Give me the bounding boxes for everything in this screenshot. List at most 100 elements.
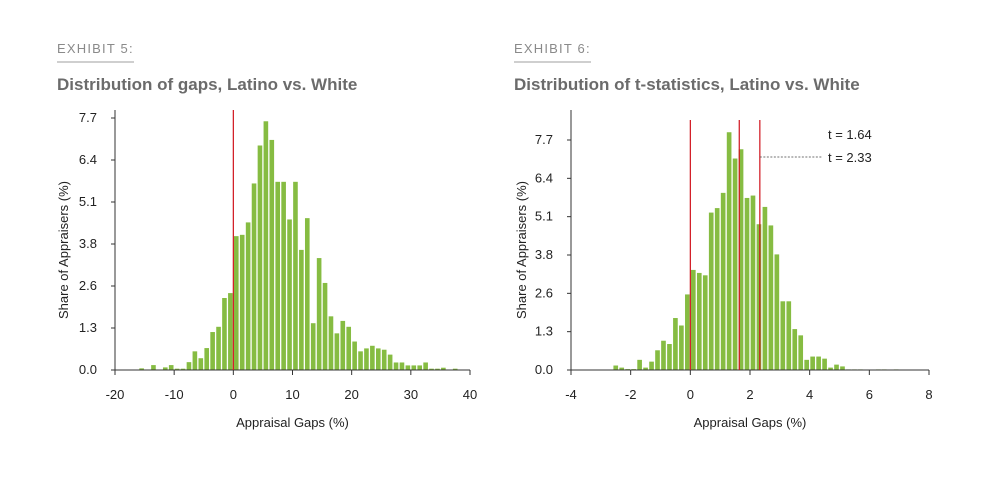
histogram-bar	[399, 362, 405, 370]
histogram-bar	[750, 195, 756, 370]
y-tick-label: 1.3	[79, 320, 97, 335]
x-tick-label: 6	[866, 387, 873, 402]
x-tick-label: 20	[344, 387, 358, 402]
x-tick-label: 0	[230, 387, 237, 402]
histogram-bar	[174, 368, 180, 370]
y-axis-label: Share of Appraisers (%)	[56, 181, 71, 319]
histogram-bar	[762, 206, 768, 370]
histogram-bar	[774, 254, 780, 370]
y-tick-label: 3.8	[79, 236, 97, 251]
histogram-bar	[251, 183, 257, 370]
histogram-bar	[417, 365, 423, 370]
y-tick-label: 6.4	[535, 170, 553, 185]
histogram-bar	[816, 356, 821, 370]
histogram-bar	[726, 132, 732, 370]
histogram-bar	[151, 365, 156, 370]
y-tick-label: 1.3	[535, 324, 553, 339]
histogram-bar	[840, 366, 845, 370]
y-tick-label: 7.7	[79, 110, 97, 125]
histogram-bar	[744, 197, 750, 370]
histogram-bar	[780, 301, 786, 370]
histogram-bar	[358, 351, 363, 370]
y-tick-label: 6.4	[79, 152, 97, 167]
histogram-bar	[798, 335, 804, 370]
histogram-bar	[304, 218, 310, 370]
histogram-bar	[643, 367, 648, 370]
histogram-bar	[720, 192, 726, 370]
histogram-bar	[810, 356, 815, 370]
histogram-bar	[364, 348, 369, 370]
y-tick-label: 2.6	[79, 278, 97, 293]
histogram-bar	[263, 121, 269, 370]
x-tick-label: 8	[925, 387, 932, 402]
histogram-bar	[139, 368, 144, 370]
histogram-bar	[393, 362, 399, 370]
histogram-bar	[180, 368, 186, 370]
histogram-bar	[667, 344, 672, 370]
histogram-bar	[186, 362, 192, 370]
histogram-bar	[328, 316, 334, 370]
x-axis-label: Appraisal Gaps (%)	[694, 415, 807, 430]
histogram-bar	[834, 364, 839, 370]
x-tick-label: -20	[106, 387, 125, 402]
x-tick-label: 0	[687, 387, 694, 402]
histogram-bar	[216, 326, 221, 370]
x-tick-label: -2	[625, 387, 637, 402]
histogram-bar	[204, 348, 210, 370]
histogram-bar	[708, 212, 714, 370]
histogram-bar	[387, 354, 393, 370]
histogram-bar	[310, 323, 316, 370]
histogram-bar	[441, 367, 446, 370]
histogram-bar	[756, 224, 762, 370]
histogram-bar	[352, 341, 357, 370]
x-axis-label: Appraisal Gaps (%)	[236, 415, 349, 430]
histogram-bar	[690, 269, 696, 370]
y-tick-label: 3.8	[535, 247, 553, 262]
histogram-bar	[786, 301, 792, 370]
histogram-bar	[370, 345, 375, 370]
x-tick-label: 30	[404, 387, 418, 402]
x-tick-label: -4	[565, 387, 577, 402]
histogram-bar	[613, 365, 619, 370]
histogram-bar	[702, 275, 708, 370]
histogram-bar	[696, 272, 702, 370]
histogram-bar	[340, 320, 346, 370]
exhibit-5-label: EXHIBIT 5:	[57, 41, 134, 63]
histogram-bar	[661, 340, 666, 370]
histogram-bar	[233, 236, 239, 370]
histogram-bar	[381, 349, 387, 370]
histogram-bar	[192, 351, 198, 370]
exhibit-5-title: Distribution of gaps, Latino vs. White	[57, 75, 358, 94]
histogram-bar	[168, 365, 174, 370]
histogram-bar	[673, 318, 678, 370]
annotation-t-1.64: t = 1.64	[828, 127, 872, 142]
histogram-bar	[322, 282, 328, 370]
histogram-bar	[239, 234, 245, 370]
histogram-bar	[637, 359, 642, 370]
x-tick-label: 40	[463, 387, 477, 402]
histogram-bar	[732, 158, 738, 370]
histogram-bar	[281, 181, 286, 370]
histogram-bar	[429, 368, 434, 370]
histogram-bar	[714, 208, 720, 370]
histogram-bar	[679, 325, 684, 370]
histogram-bar	[768, 225, 774, 370]
histogram-bar	[299, 249, 304, 370]
x-tick-label: 2	[746, 387, 753, 402]
x-tick-label: 4	[806, 387, 813, 402]
histogram-bar	[198, 358, 204, 370]
chart-6: 0.0 1.3 2.6 3.8 5.1 6.4 7.7 -4 -2 0 2 4 6 8 Appraisal …	[514, 110, 933, 430]
histogram-bar	[649, 361, 654, 370]
histogram-bar	[245, 222, 251, 370]
chart-5: 0.0 1.3 2.6 3.8 5.1 6.4 7.7 -20 -10 0 10 20 30 40 Appr…	[56, 110, 477, 430]
histogram-bar	[411, 365, 417, 370]
histogram-bar	[792, 329, 798, 370]
histogram-bar	[228, 293, 233, 370]
histogram-bar	[293, 181, 298, 370]
y-tick-label: 2.6	[535, 285, 553, 300]
histogram-bar	[619, 367, 625, 370]
histogram-bar	[435, 368, 440, 370]
y-tick-label: 7.7	[535, 132, 553, 147]
y-tick-label: 5.1	[79, 194, 97, 209]
